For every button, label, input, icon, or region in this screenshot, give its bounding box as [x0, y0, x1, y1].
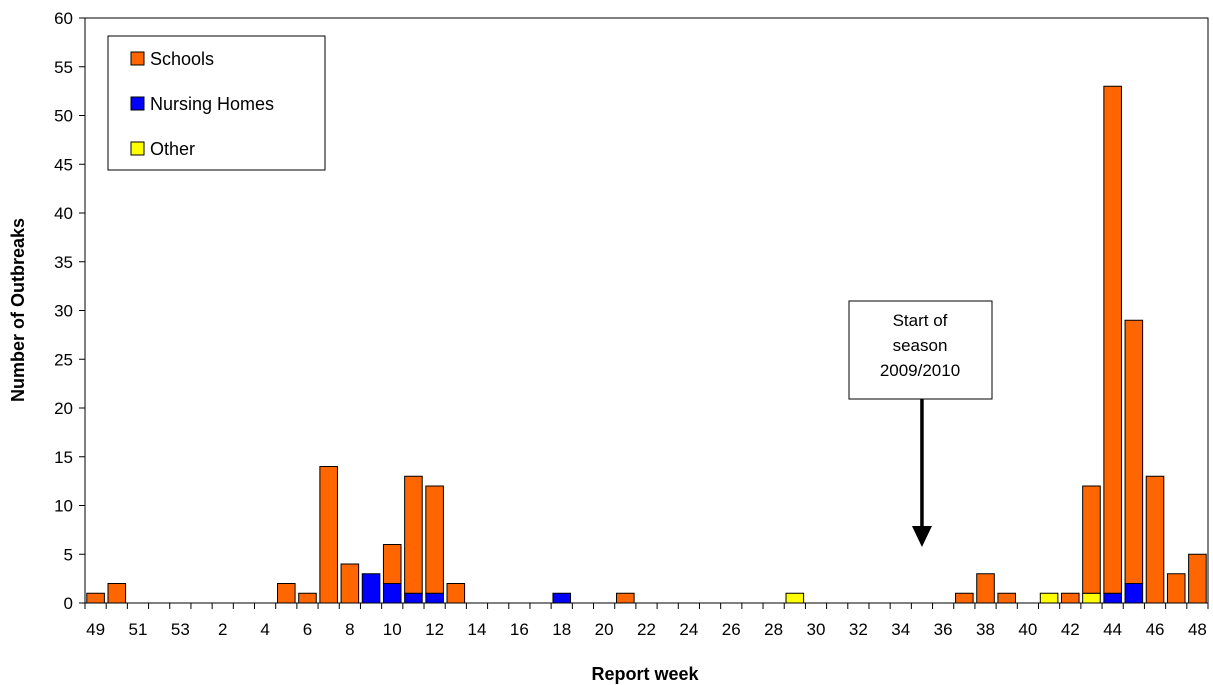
- x-tick-label: 26: [722, 620, 741, 639]
- bar-segment: [1103, 85, 1122, 594]
- bar-segment: [404, 592, 423, 604]
- x-tick-label: 24: [679, 620, 698, 639]
- x-tick-label: 34: [891, 620, 910, 639]
- y-tick-label: 25: [54, 350, 73, 369]
- bar-segment: [1082, 592, 1101, 604]
- bar-segment: [1124, 319, 1144, 584]
- x-tick-label: 22: [637, 620, 656, 639]
- legend-label: Schools: [150, 49, 214, 69]
- annotation-text: season: [893, 336, 948, 355]
- x-tick-label: 18: [552, 620, 571, 639]
- bar-segment: [86, 592, 105, 604]
- x-tick-label: 42: [1061, 620, 1080, 639]
- y-tick-label: 55: [54, 58, 73, 77]
- bar-segment: [785, 592, 805, 604]
- bars-layer: [86, 85, 1207, 604]
- x-tick-label: 36: [934, 620, 953, 639]
- x-tick-label: 48: [1188, 620, 1207, 639]
- x-tick-label: 8: [345, 620, 354, 639]
- x-tick-label: 14: [468, 620, 487, 639]
- bar-segment: [1188, 553, 1207, 604]
- legend-swatch: [130, 51, 145, 66]
- x-tick-label: 4: [260, 620, 269, 639]
- x-tick-label: 44: [1103, 620, 1122, 639]
- x-axis-title: Report week: [591, 664, 699, 684]
- x-tick-label: 49: [86, 620, 105, 639]
- bar-segment: [276, 583, 296, 604]
- x-tick-label: 2: [218, 620, 227, 639]
- bar-segment: [361, 573, 381, 604]
- bar-segment: [298, 592, 317, 604]
- bar-segment: [319, 466, 338, 604]
- y-tick-label: 15: [54, 448, 73, 467]
- y-tick-label: 35: [54, 253, 73, 272]
- annotation-text: Start of: [893, 311, 948, 330]
- bar-segment: [1124, 583, 1144, 604]
- legend-label: Nursing Homes: [150, 94, 274, 114]
- y-tick-label: 30: [54, 302, 73, 321]
- y-tick-label: 40: [54, 204, 73, 223]
- x-tick-label: 40: [1018, 620, 1037, 639]
- x-tick-label: 10: [383, 620, 402, 639]
- bar-segment: [382, 544, 402, 584]
- bar-segment: [1082, 485, 1101, 594]
- y-tick-label: 10: [54, 497, 73, 516]
- x-tick-label: 20: [595, 620, 614, 639]
- bar-segment: [1060, 592, 1080, 604]
- bar-segment: [1103, 592, 1122, 604]
- x-tick-label: 38: [976, 620, 995, 639]
- annotation-box: [848, 300, 993, 400]
- y-tick-label: 60: [54, 9, 73, 28]
- annotation-arrow-head: [911, 526, 932, 547]
- bar-segment: [425, 592, 444, 604]
- bar-segment: [552, 592, 572, 604]
- y-tick-label: 5: [64, 545, 73, 564]
- bar-segment: [404, 475, 423, 594]
- bar-segment: [1145, 475, 1165, 604]
- bar-segment: [446, 583, 466, 604]
- bar-segment: [382, 583, 402, 604]
- y-axis-title: Number of Outbreaks: [8, 218, 28, 402]
- bar-segment: [1039, 592, 1059, 604]
- x-tick-label: 53: [171, 620, 190, 639]
- y-tick-label: 50: [54, 107, 73, 126]
- legend-swatch: [130, 96, 145, 111]
- bar-segment: [1166, 573, 1186, 604]
- x-tick-label: 30: [807, 620, 826, 639]
- x-tick-label: 28: [764, 620, 783, 639]
- x-tick-label: 51: [129, 620, 148, 639]
- x-tick-label: 6: [303, 620, 312, 639]
- annotation-text: 2009/2010: [880, 361, 960, 380]
- bar-segment: [955, 592, 974, 604]
- bar-segment: [616, 592, 635, 604]
- x-tick-label: 16: [510, 620, 529, 639]
- bar-segment: [976, 573, 995, 604]
- y-tick-label: 20: [54, 399, 73, 418]
- y-tick-label: 45: [54, 155, 73, 174]
- bar-segment: [107, 583, 127, 604]
- y-tick-label: 0: [64, 594, 73, 613]
- x-tick-label: 46: [1146, 620, 1165, 639]
- season-start-annotation: Start of season 2009/2010: [848, 300, 993, 547]
- x-tick-label: 32: [849, 620, 868, 639]
- legend-label: Other: [150, 139, 195, 159]
- legend: Schools Nursing Homes Other: [107, 35, 326, 171]
- bar-segment: [997, 592, 1017, 604]
- bar-segment: [425, 485, 444, 594]
- legend-swatch: [130, 141, 145, 156]
- bar-segment: [340, 563, 360, 604]
- x-tick-label: 12: [425, 620, 444, 639]
